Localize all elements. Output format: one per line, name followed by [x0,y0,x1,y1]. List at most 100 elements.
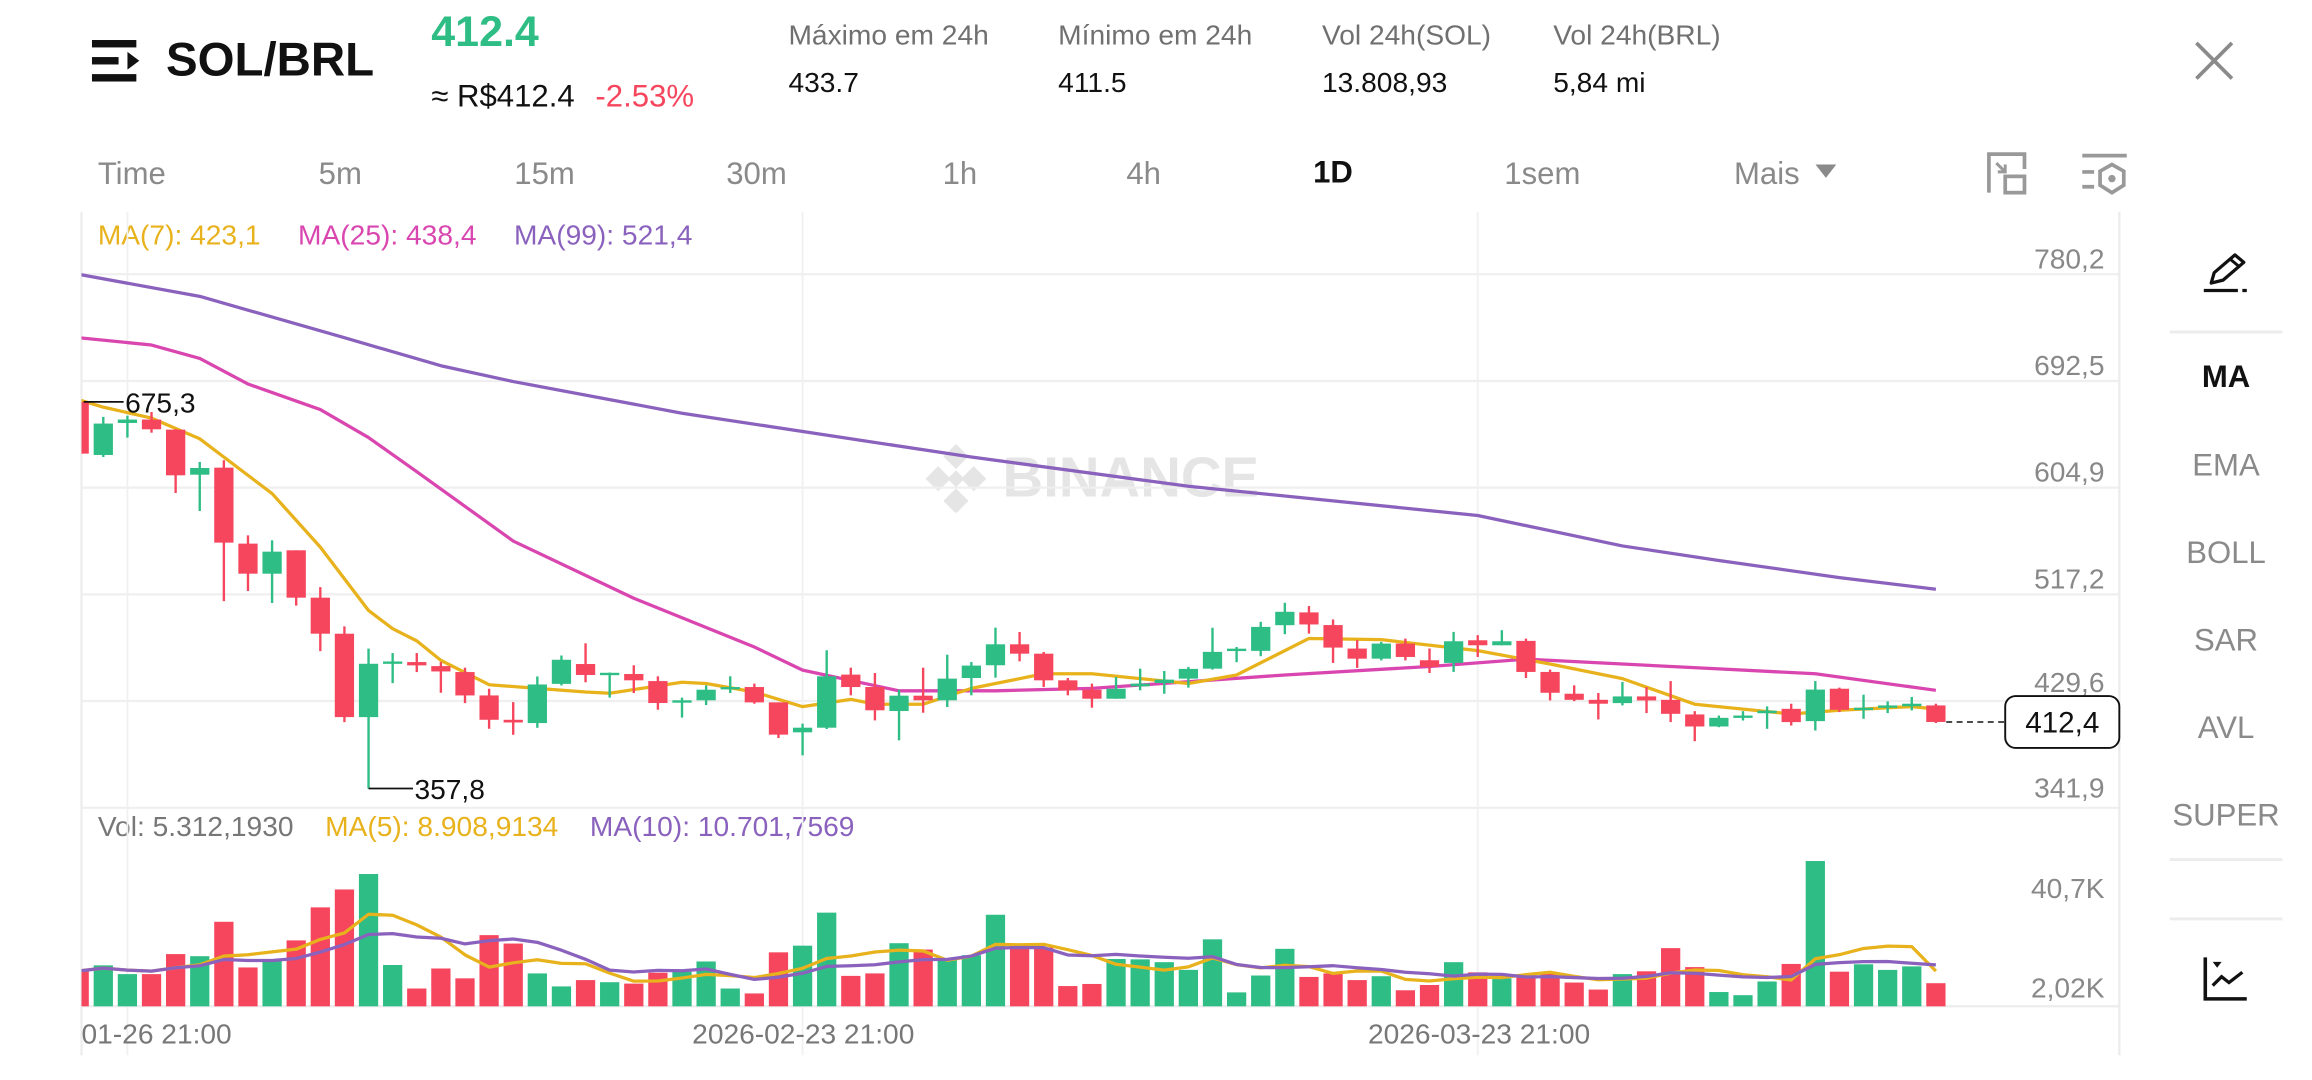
indicator-chart-icon [2203,957,2247,1001]
volume-bar [720,988,740,1007]
chart-settings-button[interactable] [2081,153,2128,205]
tab-more-dropdown[interactable]: Mais [1734,157,1836,193]
candle-body [1540,671,1560,693]
y-tick-label: 517,2 [2034,563,2104,594]
tab-1h[interactable]: 1h [942,157,978,192]
tab-15m[interactable]: 15m [514,157,575,192]
markers: 675,3 357,8 412,4 [83,387,2121,805]
candle-down [286,550,306,606]
volume-bar [1926,983,1946,1007]
candle-down [334,626,355,723]
candle-body [1781,708,1801,723]
y-tick-label: 604,9 [2034,457,2104,488]
candle-body [334,633,355,718]
candle-up [383,653,403,684]
volume-bar [1564,982,1584,1007]
x-tick-label: 2026-03-23 21:00 [1368,1018,1590,1049]
candle-body [527,684,547,724]
candle-down [1588,693,1608,720]
volume-bar [961,955,981,1007]
draw-tool-button[interactable] [2202,248,2249,303]
candle-down [865,673,885,721]
candle-body [792,727,813,733]
candle-down [1829,687,1850,713]
volume-bar [166,954,186,1007]
candle-up [672,697,692,718]
candle-body [141,419,162,430]
pair-title[interactable]: SOL/BRL [165,32,375,86]
candle-body [1347,648,1367,659]
volume-bar [696,961,716,1007]
candle-down [81,401,89,454]
volume-bar [1275,948,1295,1007]
close-icon [2195,41,2234,80]
tab-1sem[interactable]: 1sem [1504,157,1581,192]
last-price: 412.4 [431,8,539,57]
tab-1d[interactable]: 1D [1313,155,1353,190]
stat-high: Máximo em 24h 433.7 [788,21,988,101]
candle-body [1612,696,1633,704]
candle-body [81,401,89,454]
price-axis: 780,2 692,5 604,9 517,2 429,6 341,9 40,7… [82,243,2105,1049]
stat-label: Vol 24h(BRL) [1553,20,1721,52]
stat-value: 13.808,93 [1321,68,1448,100]
candle-body [1202,651,1223,669]
volume-bar [1878,969,1898,1007]
candle-down [1516,638,1536,679]
candle-body [672,700,692,703]
candle-up [1275,602,1295,635]
candle-up [1902,697,1922,711]
candle-down [1299,606,1319,634]
indicator-ma[interactable]: MA [2201,360,2251,395]
indicator-boll[interactable]: BOLL [2186,536,2266,571]
candle-up [817,650,837,730]
volume-bar [238,967,258,1007]
chart-settings-icon [2082,153,2127,195]
candle-up [1130,668,1150,691]
tab-5m[interactable]: 5m [318,157,362,192]
candle-up [1371,641,1391,661]
candle-body [117,419,138,423]
indicator-super[interactable]: SUPER [2172,798,2280,833]
candle-body [383,661,403,664]
volume-bar [1371,976,1391,1007]
volume-bar [792,945,813,1007]
candle-body [214,467,234,543]
indicator-sar[interactable]: SAR [2194,623,2259,659]
indicator-avl[interactable]: AVL [2197,711,2255,746]
candle-body [1443,641,1464,663]
candle-down [1926,703,1946,724]
candle-body [1419,660,1440,667]
menu-button[interactable] [91,39,145,83]
sub-indicator-button[interactable] [2202,954,2249,1009]
candle-up [937,654,957,708]
indicator-ema[interactable]: EMA [2192,449,2260,484]
tab-30m[interactable]: 30m [726,157,787,192]
candle-up [1612,682,1633,706]
candle-down [238,535,258,591]
ma99-legend: MA(99): 521,4 [513,220,693,252]
tab-time[interactable]: Time [97,157,166,192]
volume-bar [117,974,138,1007]
candle-down [648,676,668,710]
close-button[interactable] [2193,40,2234,81]
volume-bar [1685,967,1705,1007]
candle-body [431,666,451,672]
volume-bar [744,993,764,1007]
candle-down [503,702,523,735]
volume-bar [1323,973,1343,1007]
candle-body [1588,699,1608,704]
volume-bar [1636,971,1657,1007]
tab-4h[interactable]: 4h [1126,157,1161,192]
candle-body [1757,710,1777,714]
candle-body [624,674,644,681]
candle-up [1226,646,1247,663]
exit-fullscreen-button[interactable] [1986,151,2027,203]
candle-body [841,674,861,688]
candle-down [1564,685,1584,702]
volume-bar [81,970,89,1007]
candle-down [913,667,933,713]
candle-body [1226,648,1247,652]
candle-body [985,644,1006,666]
